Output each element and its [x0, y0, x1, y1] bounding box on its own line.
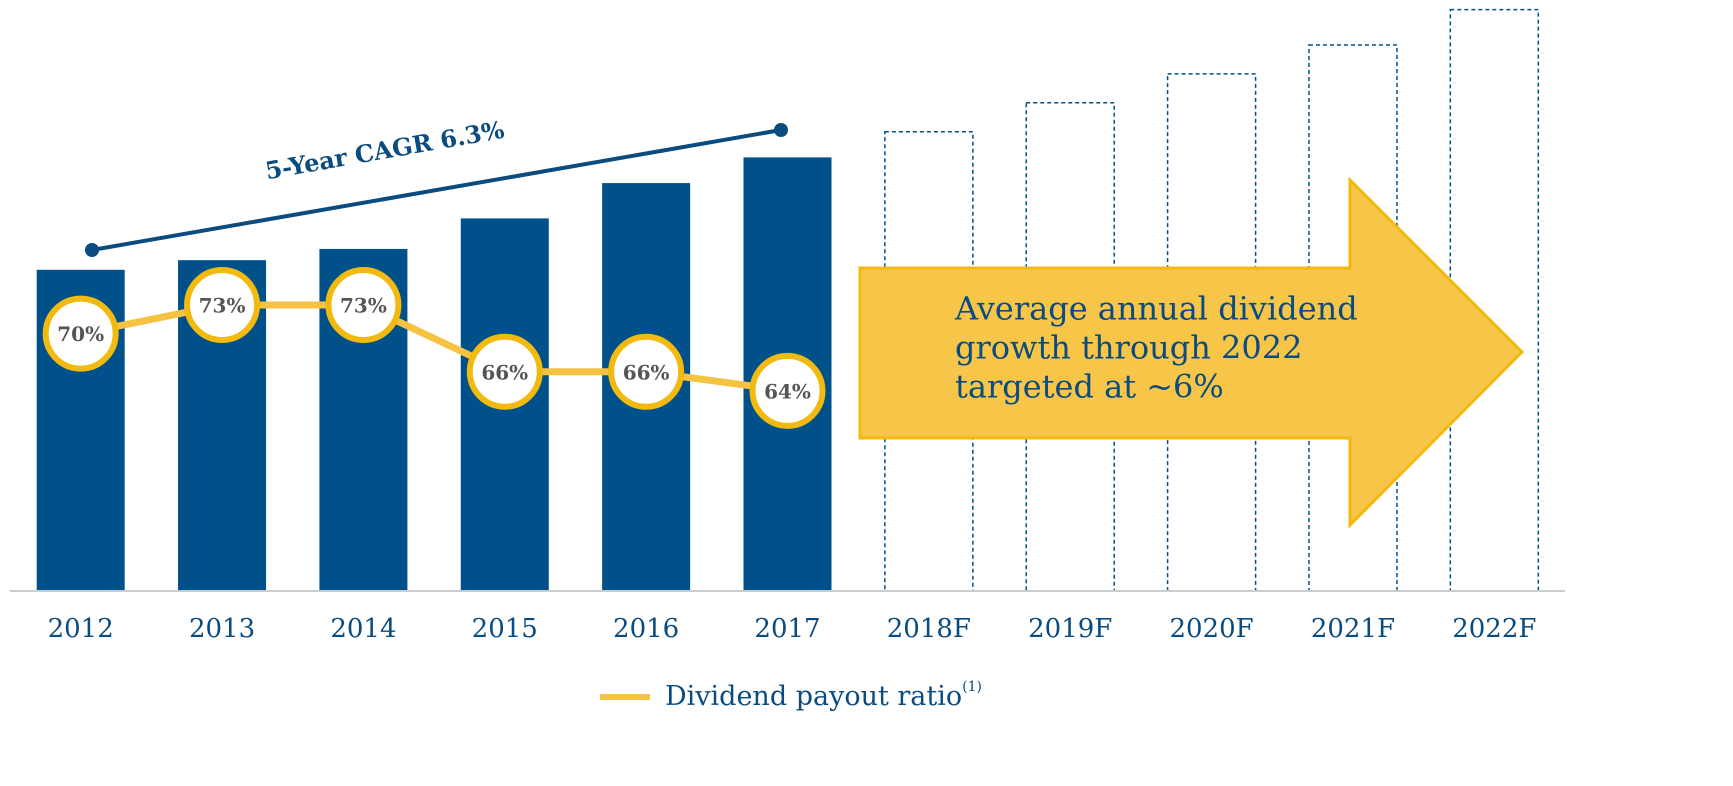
x-tick-label: 2016: [613, 614, 679, 644]
cagr-label: 5-Year CAGR 6.3%: [263, 115, 507, 186]
x-tick-label: 2018F: [887, 614, 971, 644]
payout-marker: [466, 333, 543, 410]
x-tick-label: 2015: [472, 614, 538, 644]
growth-arrow: [858, 176, 1525, 529]
x-tick-label: 2014: [330, 614, 396, 644]
x-tick-label: 2020F: [1169, 614, 1253, 644]
legend-superscript: (1): [962, 679, 982, 695]
cagr-dot: [774, 123, 788, 137]
payout-marker: [608, 333, 685, 410]
legend-label: Dividend payout ratio(1): [665, 679, 982, 712]
payout-label: 66%: [623, 360, 670, 384]
payout-label: 70%: [57, 322, 104, 346]
arrow-text: growth through 2022: [955, 329, 1302, 367]
payout-marker: [184, 267, 261, 344]
forecast-bar: [1449, 8, 1540, 592]
payout-marker: [749, 352, 826, 429]
x-tick-label: 2017: [754, 614, 820, 644]
cagr-dot: [85, 243, 99, 257]
x-tick-label: 2012: [48, 614, 114, 644]
x-tick-label: 2022F: [1452, 614, 1536, 644]
arrow-text: Average annual dividend: [954, 290, 1358, 328]
payout-label: 73%: [199, 294, 246, 318]
payout-label: 66%: [481, 360, 528, 384]
payout-label: 64%: [764, 379, 811, 403]
payout-marker: [42, 295, 119, 372]
x-tick-label: 2019F: [1028, 614, 1112, 644]
x-tick-label: 2021F: [1311, 614, 1395, 644]
legend-name: Dividend payout ratio: [665, 681, 962, 712]
cagr-line: [91, 128, 782, 252]
arrow-text: targeted at ~6%: [955, 368, 1224, 406]
payout-label: 73%: [340, 294, 387, 318]
x-tick-label: 2013: [189, 614, 255, 644]
payout-marker: [325, 267, 402, 344]
